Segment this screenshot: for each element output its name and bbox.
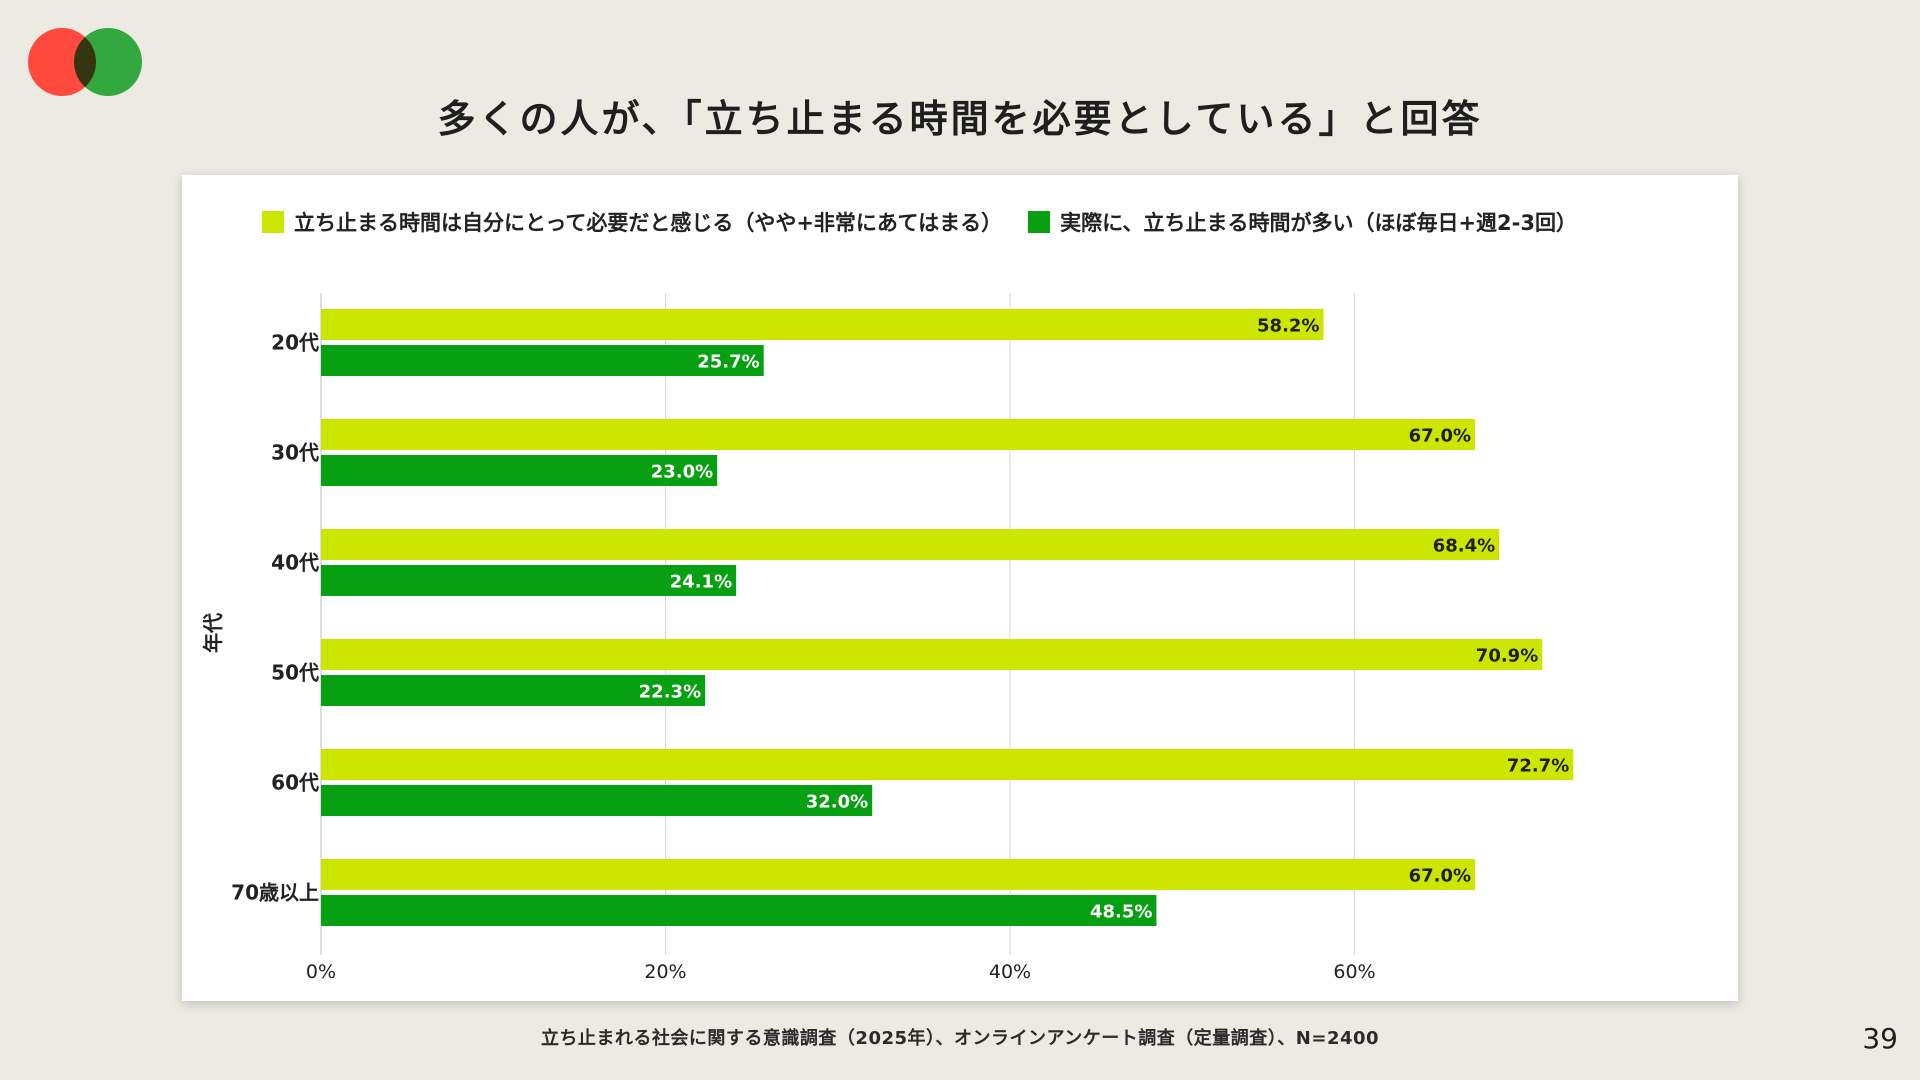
y-axis-title: 年代 (201, 613, 225, 653)
chart-card: 立ち止まる時間は自分にとって必要だと感じる（やや+非常にあてはまる） 実際に、立… (182, 175, 1738, 1001)
legend-label-series2: 実際に、立ち止まる時間が多い（ほぼ毎日+週2-3回） (1060, 211, 1577, 235)
data-label-series2: 25.7% (697, 352, 759, 373)
data-label-series1: 67.0% (1409, 426, 1471, 447)
data-label-series1: 58.2% (1257, 316, 1319, 337)
bar-series1 (321, 529, 1500, 560)
logo-green-circle (74, 28, 142, 96)
legend-item-series1: 立ち止まる時間は自分にとって必要だと感じる（やや+非常にあてはまる） (262, 207, 1002, 237)
bar-series2 (321, 345, 764, 376)
bar-series2 (321, 675, 706, 706)
bar-series1 (321, 309, 1324, 340)
brand-logo (28, 28, 146, 98)
bar-series1 (321, 749, 1574, 780)
bar-series2 (321, 895, 1157, 926)
source-note: 立ち止まれる社会に関する意識調査（2025年）、オンラインアンケート調査（定量調… (540, 1028, 1380, 1049)
legend-swatch-series1 (262, 211, 284, 233)
category-label: 30代 (271, 441, 319, 465)
bar-series1 (321, 859, 1476, 890)
category-label: 70歳以上 (231, 881, 319, 905)
bar-series1 (321, 419, 1476, 450)
legend-swatch-series2 (1028, 211, 1051, 233)
data-label-series2: 22.3% (639, 682, 701, 703)
legend-label-series1: 立ち止まる時間は自分にとって必要だと感じる（やや+非常にあてはまる） (294, 211, 1003, 235)
x-tick-label-0: 0% (306, 961, 336, 983)
data-label-series2: 24.1% (670, 572, 732, 593)
page-title: 多くの人が、「立ち止まる時間を必要としている」と回答 (437, 97, 1483, 141)
bar-series2 (321, 455, 718, 486)
legend-item-series2: 実際に、立ち止まる時間が多い（ほぼ毎日+週2-3回） (1028, 207, 1577, 237)
category-label: 40代 (271, 551, 319, 575)
bar-chart: 0% 20% 40% 60% 年代 20代 58.2% 25.7% 30代 67.0% 23.0% 4… (201, 293, 1574, 983)
data-label-series1: 68.4% (1433, 536, 1495, 557)
data-label-series1: 72.7% (1507, 756, 1569, 777)
category-label: 20代 (271, 331, 319, 355)
bar-series1 (321, 639, 1543, 670)
x-tick-label-60: 60% (1333, 961, 1375, 983)
chart-legend: 立ち止まる時間は自分にとって必要だと感じる（やや+非常にあてはまる） 実際に、立… (262, 207, 1603, 237)
bar-series2 (321, 785, 873, 816)
data-label-series1: 70.9% (1476, 646, 1538, 667)
data-label-series1: 67.0% (1409, 866, 1471, 887)
category-label: 60代 (271, 771, 319, 795)
bar-series2 (321, 565, 737, 596)
data-label-series2: 48.5% (1090, 902, 1152, 923)
category-label: 50代 (271, 661, 319, 685)
x-tick-label-40: 40% (989, 961, 1031, 983)
x-tick-label-20: 20% (644, 961, 686, 983)
data-label-series2: 23.0% (651, 462, 713, 483)
data-label-series2: 32.0% (806, 792, 868, 813)
page-number: 39 (1862, 1022, 1898, 1055)
